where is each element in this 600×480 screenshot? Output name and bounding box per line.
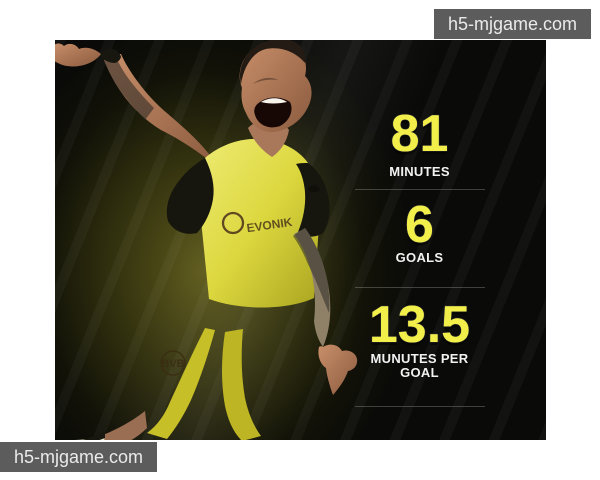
svg-text:BVB: BVB <box>161 358 184 370</box>
